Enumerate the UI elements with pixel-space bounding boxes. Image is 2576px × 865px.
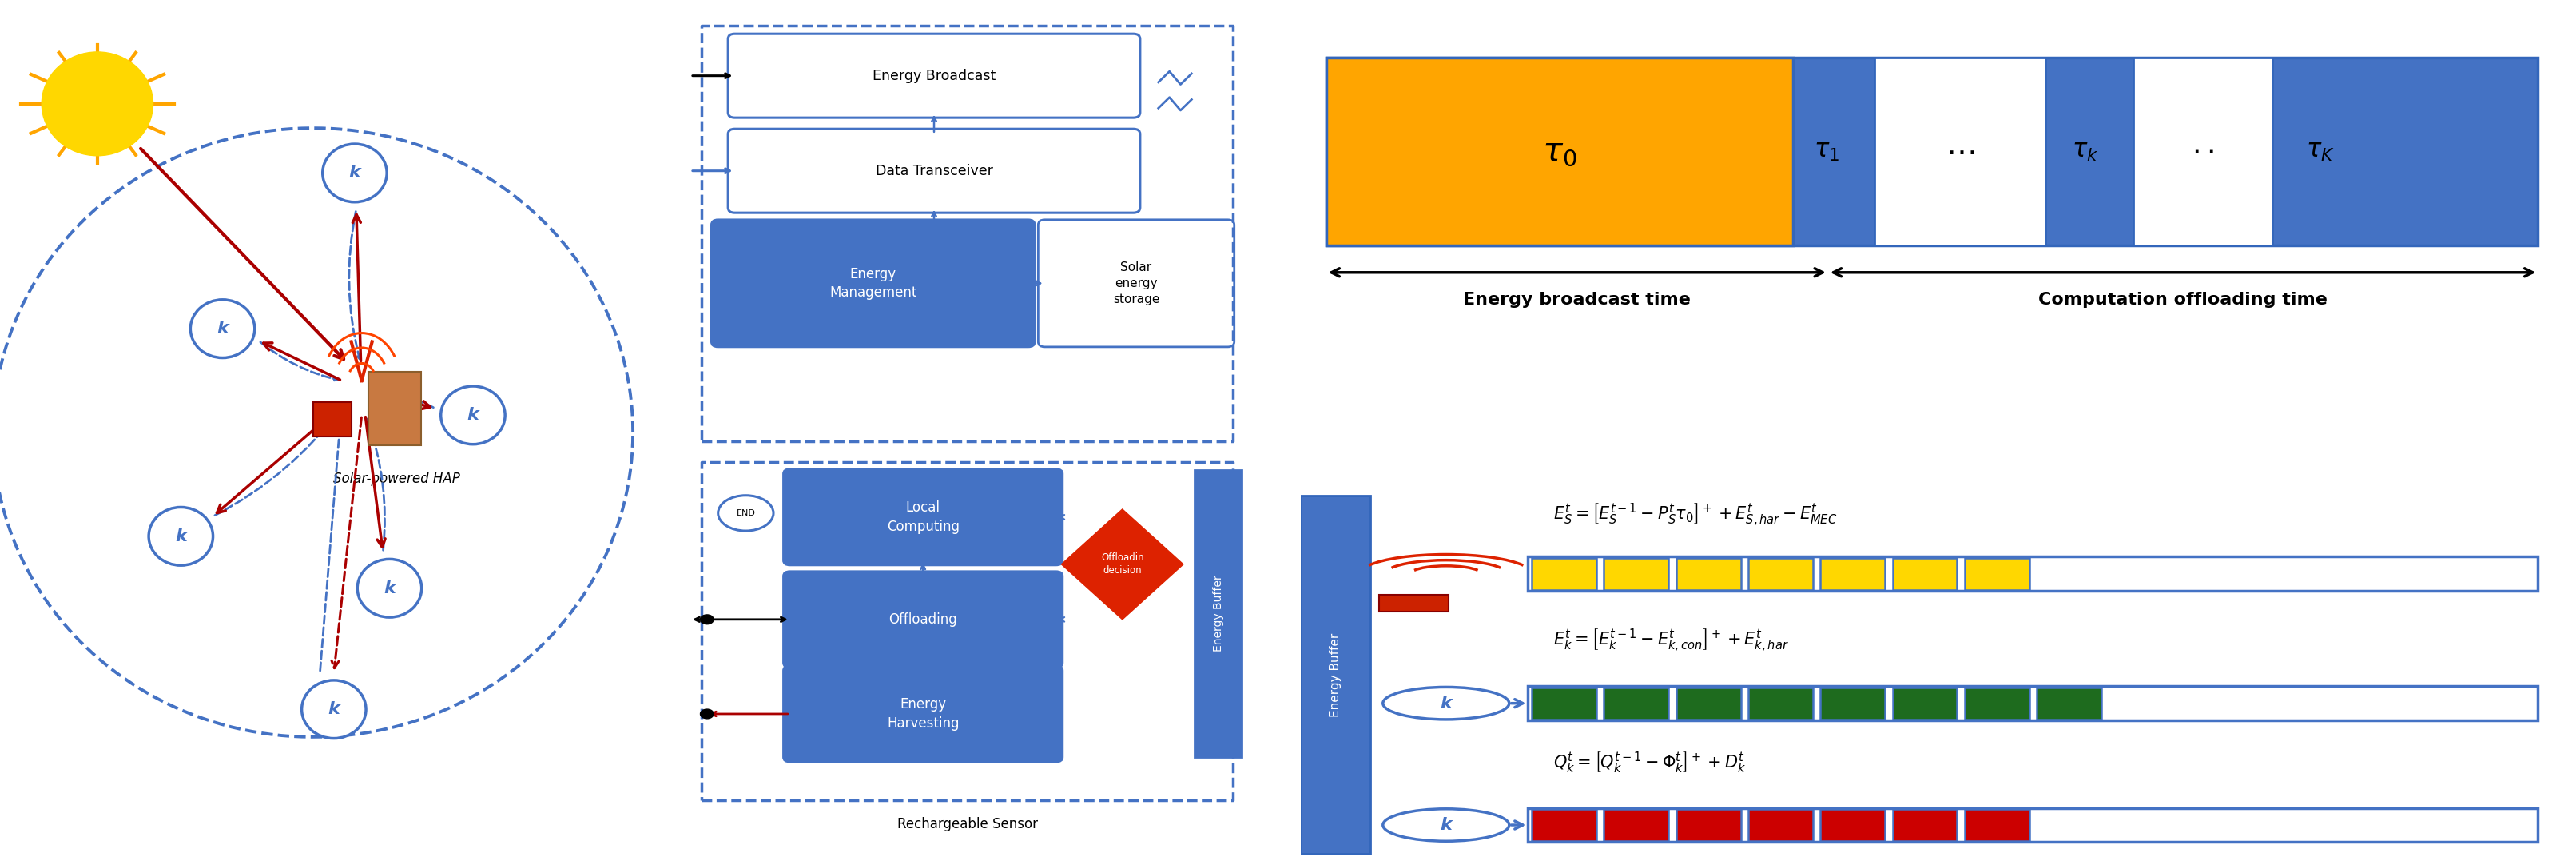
Text: END: END — [737, 509, 755, 517]
FancyBboxPatch shape — [314, 402, 350, 437]
Ellipse shape — [719, 496, 773, 531]
Text: $\tau_0$: $\tau_0$ — [1543, 135, 1577, 169]
FancyBboxPatch shape — [2133, 58, 2272, 246]
Text: Solar
energy
storage: Solar energy storage — [1113, 261, 1159, 305]
FancyBboxPatch shape — [1605, 809, 1669, 841]
FancyBboxPatch shape — [783, 666, 1061, 762]
Text: Energy Buffer: Energy Buffer — [1329, 632, 1342, 717]
FancyBboxPatch shape — [783, 469, 1061, 565]
FancyBboxPatch shape — [2038, 688, 2102, 719]
FancyBboxPatch shape — [1533, 688, 1597, 719]
Text: Local
Computing: Local Computing — [886, 501, 958, 534]
Text: $\cdots$: $\cdots$ — [1945, 137, 1973, 167]
FancyBboxPatch shape — [729, 129, 1141, 213]
FancyBboxPatch shape — [711, 220, 1036, 347]
Text: Offloading: Offloading — [889, 612, 958, 626]
FancyBboxPatch shape — [1528, 808, 2537, 843]
Text: Energy Broadcast: Energy Broadcast — [873, 68, 997, 83]
FancyBboxPatch shape — [783, 572, 1061, 668]
FancyBboxPatch shape — [1038, 220, 1234, 347]
Ellipse shape — [322, 144, 386, 202]
FancyBboxPatch shape — [1821, 558, 1886, 590]
Text: k: k — [466, 407, 479, 423]
FancyBboxPatch shape — [1875, 58, 2045, 246]
Text: $\tau_k$: $\tau_k$ — [2071, 140, 2099, 163]
FancyBboxPatch shape — [1893, 809, 1958, 841]
Circle shape — [701, 709, 714, 719]
FancyBboxPatch shape — [1533, 809, 1597, 841]
Ellipse shape — [41, 52, 152, 156]
Text: $\tau_K$: $\tau_K$ — [2306, 140, 2334, 163]
FancyBboxPatch shape — [1528, 686, 2537, 721]
Polygon shape — [1061, 509, 1182, 619]
FancyBboxPatch shape — [1677, 688, 1741, 719]
Circle shape — [701, 615, 714, 625]
FancyBboxPatch shape — [1749, 688, 1814, 719]
Text: k: k — [216, 321, 229, 336]
Ellipse shape — [301, 680, 366, 739]
FancyBboxPatch shape — [1893, 688, 1958, 719]
FancyBboxPatch shape — [1327, 58, 2537, 246]
Text: k: k — [327, 702, 340, 717]
FancyBboxPatch shape — [368, 372, 420, 445]
FancyBboxPatch shape — [1821, 688, 1886, 719]
FancyBboxPatch shape — [1378, 595, 1448, 612]
Ellipse shape — [358, 559, 422, 618]
FancyBboxPatch shape — [1605, 688, 1669, 719]
Text: k: k — [175, 529, 185, 544]
FancyBboxPatch shape — [1893, 558, 1958, 590]
Text: Computation offloading time: Computation offloading time — [2038, 292, 2329, 308]
FancyBboxPatch shape — [1821, 809, 1886, 841]
Text: Offloadin
decision: Offloadin decision — [1100, 553, 1144, 576]
Ellipse shape — [191, 299, 255, 358]
Ellipse shape — [149, 507, 214, 566]
Text: $\cdot\cdot$: $\cdot\cdot$ — [2192, 138, 2215, 165]
Text: Data Transceiver: Data Transceiver — [876, 163, 992, 178]
Ellipse shape — [1383, 687, 1510, 720]
Text: Energy broadcast time: Energy broadcast time — [1463, 292, 1690, 308]
FancyBboxPatch shape — [1301, 496, 1370, 854]
Text: $Q_k^t = \left[Q_k^{t-1} - \Phi_k^t\right]^+ + D_k^t$: $Q_k^t = \left[Q_k^{t-1} - \Phi_k^t\righ… — [1553, 750, 1747, 774]
FancyBboxPatch shape — [1327, 58, 1793, 246]
Text: Energy Buffer: Energy Buffer — [1213, 575, 1224, 651]
Text: $\tau_1$: $\tau_1$ — [1814, 140, 1839, 163]
FancyBboxPatch shape — [1965, 809, 2030, 841]
Text: $E_k^t = \left[E_k^{t-1} - E_{k,con}^t\right]^+ + E_{k,har}^t$: $E_k^t = \left[E_k^{t-1} - E_{k,con}^t\r… — [1553, 627, 1788, 654]
Text: Solar-powered HAP: Solar-powered HAP — [332, 471, 461, 486]
FancyBboxPatch shape — [1533, 558, 1597, 590]
Ellipse shape — [1383, 809, 1510, 841]
Text: k: k — [1440, 695, 1453, 711]
Text: $E_S^t = \left[E_S^{t-1} - P_S^t\tau_0\right]^+ + E_{S,har}^t - E_{MEC}^t$: $E_S^t = \left[E_S^{t-1} - P_S^t\tau_0\r… — [1553, 502, 1837, 529]
Text: k: k — [348, 165, 361, 181]
FancyBboxPatch shape — [1677, 558, 1741, 590]
Text: Energy
Management: Energy Management — [829, 266, 917, 300]
FancyBboxPatch shape — [1528, 557, 2537, 591]
FancyBboxPatch shape — [1677, 809, 1741, 841]
FancyBboxPatch shape — [1749, 809, 1814, 841]
Text: Rechargeable Sensor: Rechargeable Sensor — [896, 817, 1038, 831]
Text: k: k — [1440, 817, 1453, 833]
FancyBboxPatch shape — [1605, 558, 1669, 590]
FancyBboxPatch shape — [1965, 558, 2030, 590]
Text: k: k — [384, 580, 394, 596]
FancyBboxPatch shape — [1965, 688, 2030, 719]
FancyBboxPatch shape — [729, 34, 1141, 118]
Text: Energy
Harvesting: Energy Harvesting — [886, 697, 958, 731]
FancyBboxPatch shape — [1749, 558, 1814, 590]
Ellipse shape — [440, 386, 505, 445]
FancyBboxPatch shape — [1195, 470, 1242, 757]
